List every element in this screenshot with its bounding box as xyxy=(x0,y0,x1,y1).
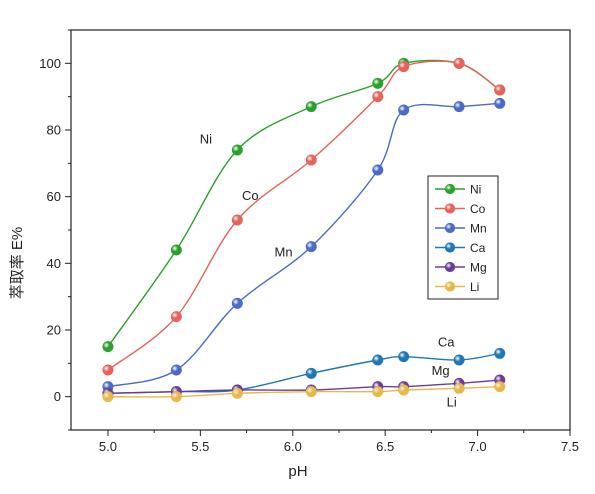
y-tick-label: 40 xyxy=(47,256,61,271)
legend-label-co: Co xyxy=(470,202,486,216)
data-point-mn xyxy=(453,101,465,113)
legend-label-ni: Ni xyxy=(470,183,481,197)
series-label-mg: Mg xyxy=(432,363,450,378)
data-point-li xyxy=(170,391,182,403)
data-point-co xyxy=(372,91,384,103)
legend-marker-mg xyxy=(444,261,456,273)
data-point-li xyxy=(305,386,317,398)
series-label-mn: Mn xyxy=(275,245,293,260)
x-tick-label: 5.5 xyxy=(191,439,209,454)
data-point-co xyxy=(231,214,243,226)
plot-area: 5.0 5.5 6.0 6.5 7.0 7.5 0 20 40 60 80 100 Ni Co Mn Ca Mg… xyxy=(39,29,579,454)
legend: Ni Co Mn Ca Mg Li xyxy=(427,175,499,300)
data-point-li xyxy=(231,387,243,399)
data-point-mn xyxy=(398,104,410,116)
legend-label-mg: Mg xyxy=(470,261,487,275)
data-point-co xyxy=(170,311,182,323)
y-tick-label: 0 xyxy=(54,389,61,404)
data-point-li xyxy=(372,386,384,398)
data-point-ni xyxy=(231,144,243,156)
y-tick-label: 60 xyxy=(47,189,61,204)
data-point-ni xyxy=(305,101,317,113)
data-point-mn xyxy=(372,164,384,176)
data-point-mn xyxy=(494,97,506,109)
data-point-ca xyxy=(494,347,506,359)
data-point-ca xyxy=(453,354,465,366)
data-point-ca xyxy=(398,351,410,363)
data-point-mn xyxy=(305,241,317,253)
legend-label-mn: Mn xyxy=(470,222,487,236)
legend-box xyxy=(427,175,499,300)
data-point-ni xyxy=(102,341,114,353)
data-point-li xyxy=(494,381,506,393)
x-axis-title: pH xyxy=(288,463,307,480)
series-label-li: Li xyxy=(447,395,457,410)
data-point-li xyxy=(398,384,410,396)
series-label-ca: Ca xyxy=(438,335,455,350)
series-line-mn xyxy=(107,102,500,388)
data-point-ni xyxy=(372,77,384,89)
data-point-co xyxy=(305,154,317,166)
x-tick-label: 7.0 xyxy=(469,439,487,454)
y-tick-label: 100 xyxy=(39,56,61,71)
y-axis-title: 萃取率 E% xyxy=(9,227,26,300)
data-point-co xyxy=(398,61,410,73)
series-label-ni: Ni xyxy=(200,131,212,146)
data-point-co xyxy=(102,364,114,376)
legend-marker-ca xyxy=(444,242,456,253)
x-tick-label: 6.0 xyxy=(284,439,302,454)
data-point-ca xyxy=(305,367,317,379)
data-point-li xyxy=(453,382,465,394)
legend-marker-mn xyxy=(444,222,456,234)
legend-marker-li xyxy=(444,281,456,292)
x-tick-label: 5.0 xyxy=(99,439,117,454)
data-point-mn xyxy=(170,364,182,376)
legend-marker-co xyxy=(444,203,456,214)
x-tick-label: 7.5 xyxy=(561,439,579,454)
legend-label-ca: Ca xyxy=(470,241,486,255)
y-tick-label: 80 xyxy=(47,123,61,138)
series-label-co: Co xyxy=(242,188,259,203)
data-point-ni xyxy=(170,244,182,256)
data-point-co xyxy=(494,84,506,96)
x-tick-label: 6.5 xyxy=(376,439,394,454)
y-tick-label: 20 xyxy=(47,323,61,338)
legend-marker-ni xyxy=(444,183,456,195)
data-point-mn xyxy=(231,297,243,309)
data-point-ca xyxy=(372,354,384,366)
legend-label-li: Li xyxy=(470,280,479,294)
data-point-li xyxy=(102,391,114,403)
data-point-co xyxy=(453,57,465,69)
